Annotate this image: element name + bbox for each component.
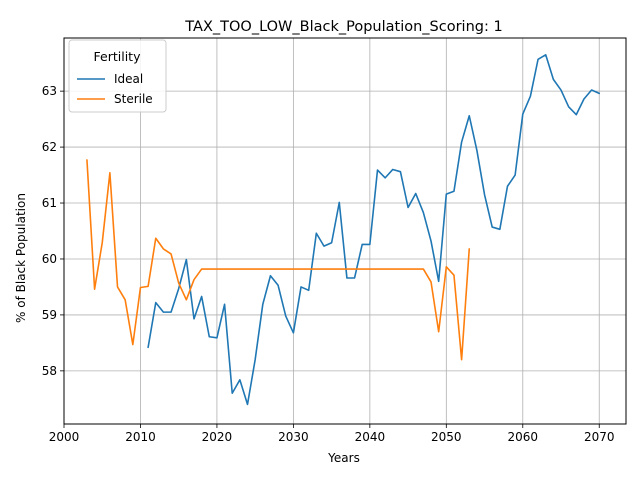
legend-label-sterile: Sterile [114,92,153,106]
x-tick-label: 2020 [202,430,233,444]
x-tick-label: 2000 [49,430,80,444]
x-tick-label: 2060 [508,430,539,444]
series-line-ideal [147,53,601,406]
series-line-sterile [86,159,471,361]
series-lines [86,53,601,406]
x-tick-label: 2010 [125,430,156,444]
x-tick-label: 2030 [278,430,309,444]
legend-title: Fertility [94,49,142,64]
y-axis-label: % of Black Population [14,193,28,323]
x-tick-label: 2070 [584,430,615,444]
y-tick-label: 62 [42,140,57,154]
y-tick-label: 59 [42,308,57,322]
x-axis-ticks: 2000 2010 2020 2030 2040 2050 2060 2070 [49,424,615,444]
legend: Fertility Ideal Sterile [68,39,167,113]
x-tick-label: 2040 [355,430,386,444]
y-tick-label: 60 [42,252,57,266]
y-axis-ticks: 58 59 60 61 62 63 [42,84,64,378]
legend-label-ideal: Ideal [114,72,143,86]
y-tick-label: 63 [42,84,57,98]
plot-area [63,37,627,425]
legend-box [68,39,167,113]
x-axis-label: Years [327,451,360,465]
y-tick-label: 61 [42,196,57,210]
chart-title: TAX_TOO_LOW_Black_Population_Scoring: 1 [184,19,502,35]
x-tick-label: 2050 [431,430,462,444]
y-tick-label: 58 [42,364,57,378]
